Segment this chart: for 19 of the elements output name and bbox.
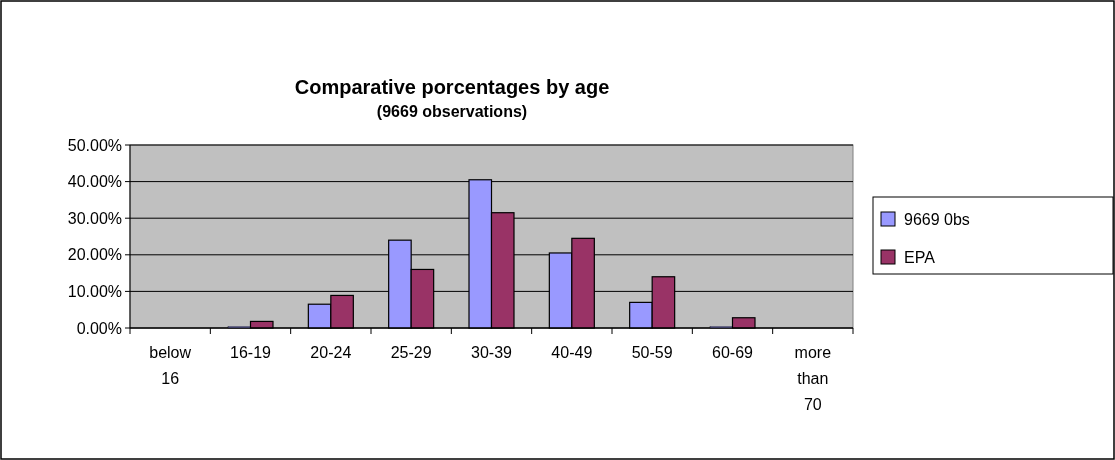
- y-tick-label: 30.00%: [67, 209, 122, 227]
- x-tick-label: 40-49: [551, 344, 593, 361]
- y-tick-label: 50.00%: [67, 136, 122, 154]
- y-tick-label: 0.00%: [76, 319, 122, 337]
- y-tick-label: 10.00%: [67, 283, 122, 300]
- legend-label: EPA: [904, 248, 936, 266]
- x-tick-label: 30-39: [471, 344, 513, 361]
- x-tick-label: 20-24: [310, 344, 352, 361]
- x-tick-label: 16-19: [230, 344, 272, 361]
- x-tick-label: 25-29: [390, 344, 432, 361]
- chart-title: Comparative porcentages by age: [294, 76, 610, 98]
- x-tick-label: 50-59: [631, 344, 673, 361]
- legend-label: 9669 0bs: [904, 210, 970, 228]
- x-tick-label: below 16: [149, 344, 192, 387]
- chart-subtitle: (9669 observations): [376, 103, 528, 120]
- y-tick-label: 40.00%: [67, 173, 122, 191]
- y-tick-label: 20.00%: [67, 246, 122, 264]
- x-tick-label: 60-69: [712, 344, 754, 361]
- x-tick-label: more than 70: [794, 344, 832, 413]
